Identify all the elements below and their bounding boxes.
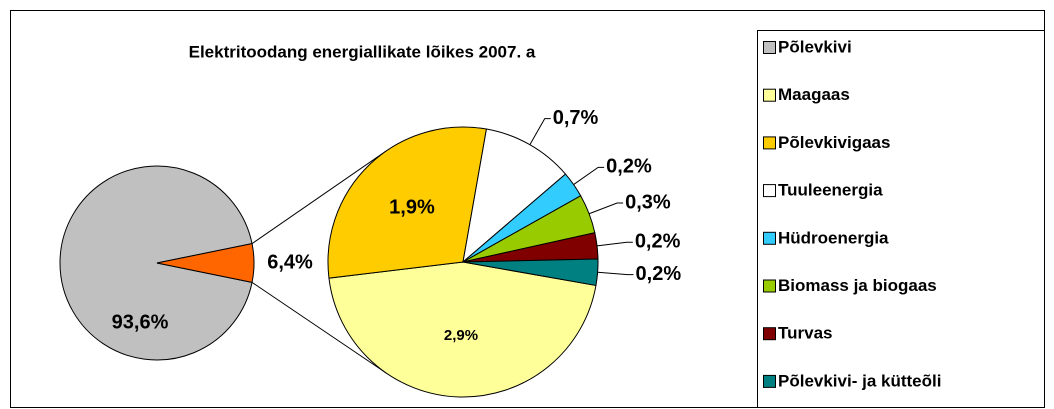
- leader-line: [596, 241, 633, 247]
- legend-label: Põlevkivi: [778, 37, 852, 56]
- legend-label: Põlevkivi- ja kütteõli: [778, 371, 941, 390]
- legend-swatch: [763, 41, 776, 54]
- legend-swatch: [763, 184, 776, 198]
- data-label: 0,2%: [606, 156, 652, 178]
- legend-swatch: [763, 231, 776, 245]
- leader-line: [573, 166, 605, 185]
- legend-box: [757, 30, 1045, 408]
- legend-label: Põlevkivigaas: [778, 133, 890, 152]
- legend-swatch: [763, 279, 776, 293]
- pie-slice: [327, 126, 488, 279]
- legend-label: Hüdroenergia: [778, 228, 889, 247]
- data-label: 93,6%: [112, 311, 169, 333]
- pie-slice: [328, 261, 597, 398]
- data-label: 0,3%: [625, 191, 671, 213]
- legend-label: Biomass ja biogaas: [778, 276, 937, 295]
- data-label: 6,4%: [267, 251, 313, 273]
- legend-swatch: [763, 374, 776, 388]
- leader-line: [529, 118, 551, 145]
- data-label: 2,9%: [444, 327, 478, 344]
- data-label: 0,7%: [553, 107, 599, 129]
- legend-label: Turvas: [778, 324, 833, 343]
- legend-swatch: [763, 327, 776, 341]
- legend-label: Tuuleenergia: [778, 181, 883, 200]
- legend-swatch: [763, 136, 776, 150]
- chart-title: Elektritoodang energiallikate lõikes 200…: [189, 42, 536, 61]
- pie-slice: [59, 165, 253, 361]
- legend-swatch: [763, 88, 776, 102]
- connector-line: [251, 151, 386, 245]
- connector-line: [251, 281, 388, 375]
- data-label: 0,2%: [635, 231, 681, 253]
- leader-line: [588, 202, 624, 215]
- pie-slice: [462, 128, 567, 264]
- leader-line: [597, 271, 634, 276]
- pie-slice: [156, 243, 255, 283]
- legend-label: Maagaas: [778, 85, 850, 104]
- data-label: 0,2%: [636, 263, 682, 285]
- data-label: 1,9%: [389, 196, 435, 218]
